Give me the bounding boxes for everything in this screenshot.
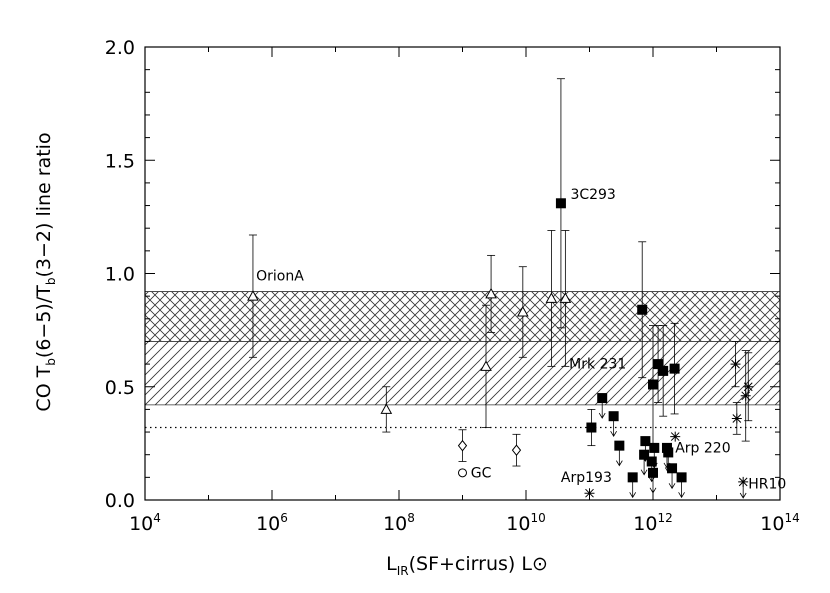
data-markers xyxy=(247,198,754,499)
filled-square-marker xyxy=(663,447,674,458)
asterisk-marker xyxy=(584,488,595,499)
triangle-marker xyxy=(516,305,529,317)
filled-square-marker xyxy=(640,436,651,447)
filled-square-marker xyxy=(649,442,660,453)
filled-square-marker xyxy=(669,363,680,374)
y-tick-label: 0.5 xyxy=(105,377,135,399)
annotation-label: 3C293 xyxy=(570,187,615,203)
asterisk-marker xyxy=(740,390,751,401)
filled-square-marker xyxy=(637,304,648,315)
asterisk-marker xyxy=(731,413,742,424)
triangle-marker xyxy=(480,360,492,371)
asterisk-marker xyxy=(730,359,741,370)
filled-square-marker xyxy=(648,379,658,390)
y-tick-label: 0.0 xyxy=(105,490,135,512)
triangle-marker xyxy=(380,403,393,414)
x-tick-label: 108 xyxy=(383,511,415,535)
annotation-label: Arp193 xyxy=(561,470,612,486)
asterisk-marker xyxy=(738,476,749,487)
triangle-marker xyxy=(247,290,259,301)
x-tick-label: 1010 xyxy=(506,511,545,535)
x-tick-label: 104 xyxy=(129,511,161,535)
diamond-marker xyxy=(457,439,468,452)
y-tick-label: 1.0 xyxy=(105,264,135,286)
annotation-label: GC xyxy=(471,465,492,481)
annotation-label: OrionA xyxy=(256,268,304,284)
filled-square-marker xyxy=(676,472,687,483)
annotations: OrionA 3C293 Mrk 231 GC Arp 220 Arp193 HR10 xyxy=(256,187,786,493)
x-tick-label: 1012 xyxy=(633,511,672,535)
x-tick-labels: 104 106 108 1010 1012 1014 xyxy=(129,511,800,535)
filled-square-marker xyxy=(586,422,597,433)
filled-square-marker xyxy=(597,393,608,404)
y-tick-labels: 0.0 0.5 1.0 1.5 2.0 xyxy=(105,37,135,512)
filled-square-marker xyxy=(555,198,566,209)
annotation-label: Arp 220 xyxy=(675,440,730,456)
triangle-marker xyxy=(485,287,497,299)
filled-square-marker xyxy=(667,463,678,474)
annotation-label: Mrk 231 xyxy=(569,357,626,373)
filled-square-marker xyxy=(646,456,657,467)
hatched-bands xyxy=(145,291,780,406)
y-tick-label: 2.0 xyxy=(105,37,135,59)
axis-ticks xyxy=(144,46,781,501)
y-axis-label: CO Tb(6−5)/Tb(3−2) line ratio xyxy=(33,132,58,411)
triangle-marker xyxy=(559,292,572,303)
filled-square-marker xyxy=(608,411,619,422)
filled-square-marker xyxy=(614,440,625,451)
x-tick-label: 1014 xyxy=(760,511,799,535)
band-crosshatch xyxy=(145,291,780,342)
filled-square-marker xyxy=(627,472,638,483)
filled-square-marker xyxy=(653,359,664,370)
asterisk-marker xyxy=(670,431,681,442)
asterisk-marker xyxy=(743,381,754,392)
x-tick-label: 106 xyxy=(256,511,288,535)
x-axis-label: LIR(SF+cirrus) L⊙ xyxy=(386,553,548,578)
y-tick-label: 1.5 xyxy=(105,150,135,172)
filled-square-marker xyxy=(648,467,658,478)
diamond-marker xyxy=(511,444,522,456)
filled-square-marker xyxy=(639,449,650,460)
filled-square-marker xyxy=(658,365,669,376)
triangle-marker xyxy=(545,292,558,303)
circle-marker xyxy=(458,468,467,478)
annotation-label: HR10 xyxy=(748,477,786,493)
